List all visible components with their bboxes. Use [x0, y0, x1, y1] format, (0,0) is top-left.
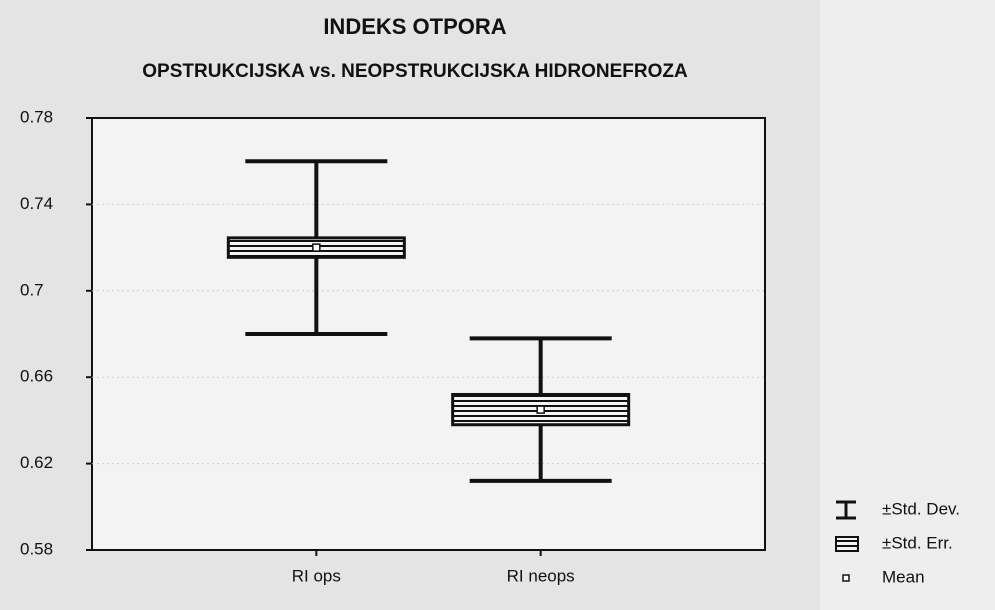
y-tick-label: 0.74 — [20, 194, 53, 213]
legend-mean-icon — [842, 574, 850, 582]
mean-point — [312, 243, 321, 252]
chart-title: INDEKS OTPORA — [323, 14, 506, 39]
y-tick-label: 0.78 — [20, 107, 53, 126]
plot-area — [91, 117, 766, 551]
legend-label: ±Std. Err. — [882, 533, 953, 552]
y-tick-label: 0.58 — [20, 539, 53, 558]
mean-point — [536, 405, 545, 414]
y-tick-label: 0.66 — [20, 367, 53, 386]
x-tick-label: RI ops — [292, 566, 341, 585]
legend-label: ±Std. Dev. — [882, 499, 960, 518]
background-panel — [820, 0, 995, 610]
legend-se-icon — [835, 536, 859, 552]
legend-label: Mean — [882, 567, 925, 586]
y-tick-label: 0.7 — [20, 280, 44, 299]
chart-subtitle: OPSTRUKCIJSKA vs. NEOPSTRUKCIJSKA HIDRON… — [142, 61, 688, 82]
x-tick-label: RI neops — [507, 566, 575, 585]
y-tick-label: 0.62 — [20, 453, 53, 472]
